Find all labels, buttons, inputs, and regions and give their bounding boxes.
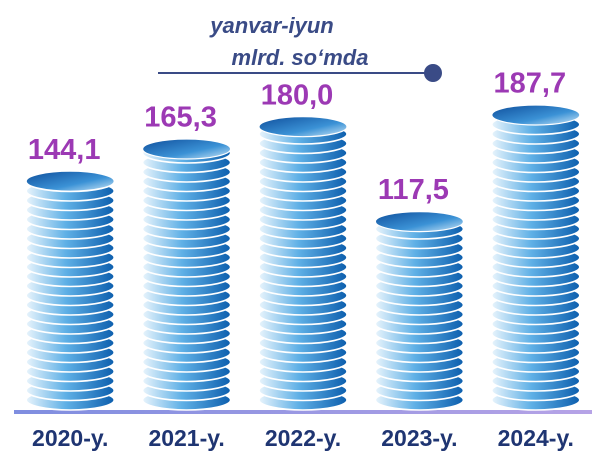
coin-top <box>142 138 232 160</box>
coin-top <box>374 210 464 233</box>
coin-stack <box>490 104 581 411</box>
coin-stack <box>141 138 232 411</box>
plot: 144,1 2020-y. 165,3 2021-y. 180,0 2022-y. 117,… <box>25 68 581 451</box>
x-tick-label: 2024-y. <box>498 425 574 451</box>
x-tick-label: 2020-y. <box>32 425 108 451</box>
x-tick-label: 2022-y. <box>265 425 341 451</box>
baseline <box>14 410 592 414</box>
value-label: 117,5 <box>378 174 449 206</box>
coin-top <box>25 170 115 192</box>
value-label: 187,7 <box>494 68 567 100</box>
subtitle: mlrd. so‘mda <box>232 45 369 70</box>
coin-top <box>491 104 581 126</box>
decor-dot <box>424 64 442 82</box>
subtitle: yanvar-iyun <box>209 13 334 38</box>
coin-stack <box>25 170 115 411</box>
x-tick-label: 2021-y. <box>148 425 224 451</box>
coin-stack <box>258 116 348 411</box>
value-label: 165,3 <box>144 102 217 134</box>
x-tick-label: 2023-y. <box>381 425 457 451</box>
coin-top <box>258 116 348 138</box>
coin-stack <box>374 210 465 411</box>
value-label: 180,0 <box>261 79 334 111</box>
value-label: 144,1 <box>28 134 101 166</box>
